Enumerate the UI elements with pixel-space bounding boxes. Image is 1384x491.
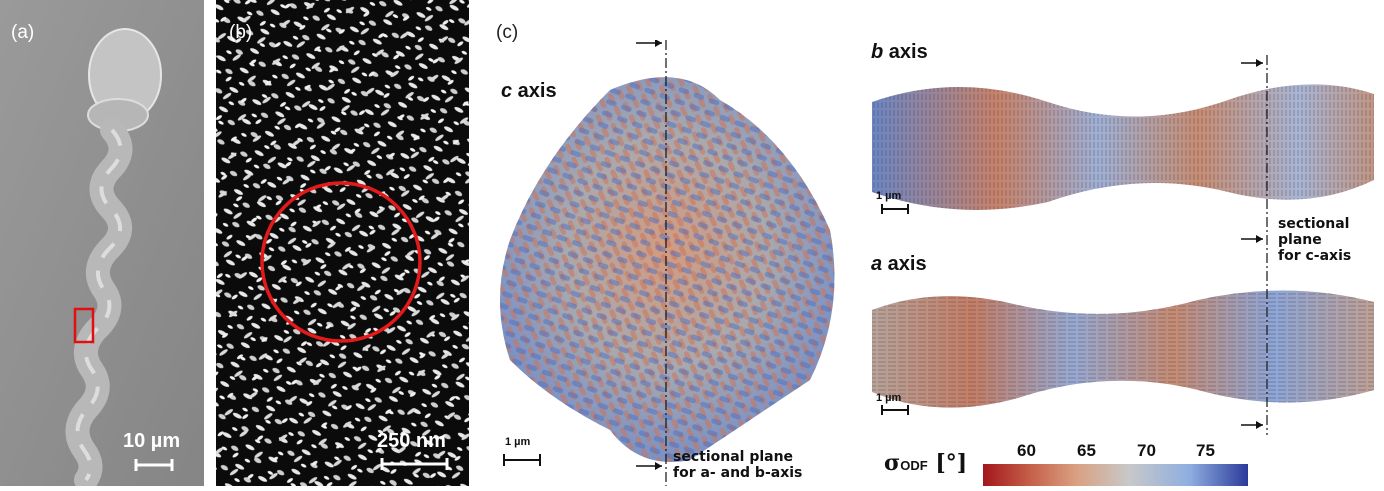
colorbar [983, 464, 1248, 486]
sectional-plane-c-label: sectional plane for c-axis [1278, 216, 1352, 264]
panel-b-label: (b) [229, 22, 253, 43]
selection-box [73, 307, 95, 344]
region-circle [260, 181, 422, 343]
colorbar-tick-60: 60 [1017, 441, 1036, 460]
panel-b-scale-label: 250 nm [377, 430, 446, 452]
c-axis-scale-label: 1 µm [505, 436, 531, 448]
c-axis-cylinder-field [500, 39, 835, 486]
a-axis-fibre-graphic [872, 290, 1374, 415]
a-axis-view [868, 280, 1378, 425]
c-axis-title: c axis [501, 80, 557, 102]
panel-a-label: (a) [11, 22, 35, 43]
colorbar-label: σODF [°] [884, 450, 968, 476]
b-axis-view [868, 62, 1378, 232]
panel-a-scale-label: 10 µm [123, 430, 181, 452]
panel-c-label: (c) [496, 22, 519, 43]
b-axis-scale-label: 1 µm [876, 190, 902, 202]
b-axis-fibre-graphic [872, 84, 1374, 214]
panel-a-image: (a) 10 µm [0, 0, 204, 491]
a-axis-title: a axis [871, 253, 927, 275]
a-axis-scale-label: 1 µm [876, 392, 902, 404]
b-axis-title: b axis [871, 41, 928, 63]
colorbar-tick-70: 70 [1137, 441, 1156, 460]
helix-sem-graphic [0, 0, 204, 491]
panel-b-image: (b) 250 nm [216, 0, 469, 486]
colorbar-tick-65: 65 [1077, 441, 1096, 460]
sectional-plane-line-c [1241, 55, 1268, 435]
colorbar-tick-75: 75 [1196, 441, 1215, 460]
c-axis-view [490, 39, 850, 486]
tem-texture-graphic [216, 0, 469, 486]
sectional-plane-ab-label: sectional plane for a- and b-axis [673, 449, 803, 481]
